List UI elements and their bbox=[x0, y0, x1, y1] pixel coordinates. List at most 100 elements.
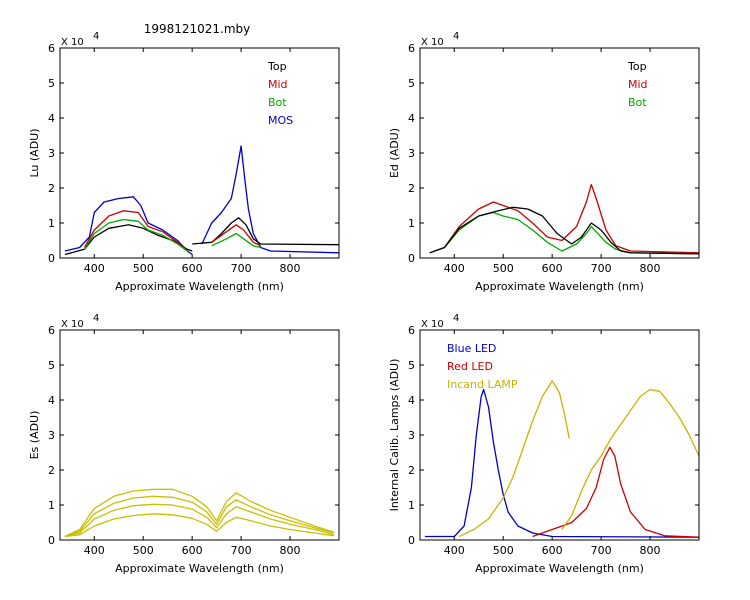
legend-entry: Top bbox=[627, 60, 647, 73]
legend-entry: Top bbox=[267, 60, 287, 73]
series-line-es-4 bbox=[64, 488, 335, 538]
legend-entry: Bot bbox=[628, 96, 647, 109]
axis-multiplier: X 10 bbox=[61, 319, 84, 330]
series-line-es-1 bbox=[64, 513, 335, 538]
x-tick-label: 400 bbox=[84, 544, 105, 557]
chart-cal: 400 500 600 700 800 0 1 2 3 4 5 6 Approximate Wavele… bbox=[388, 313, 700, 575]
axis-multiplier-exponent: 4 bbox=[453, 313, 459, 324]
series-line-top bbox=[429, 206, 700, 255]
series-line-mos-a bbox=[64, 196, 193, 256]
series-line-mid bbox=[429, 183, 700, 254]
x-tick-label: 700 bbox=[591, 544, 612, 557]
y-tick-label: 3 bbox=[408, 147, 415, 160]
axis-multiplier: X 10 bbox=[421, 319, 444, 330]
x-tick-label: 700 bbox=[231, 544, 252, 557]
y-tick-label: 5 bbox=[48, 359, 55, 372]
series-group bbox=[429, 183, 700, 255]
x-tick-label: 600 bbox=[542, 544, 563, 557]
x-tick-label: 400 bbox=[444, 544, 465, 557]
axis-multiplier-exponent: 4 bbox=[453, 31, 459, 42]
y-tick-label: 5 bbox=[408, 77, 415, 90]
series-line-mid-b bbox=[211, 224, 261, 247]
chart-lu: 400 500 600 700 800 0 1 2 3 4 5 6 Approximate Wavele… bbox=[28, 31, 340, 293]
legend-entry: MOS bbox=[268, 114, 293, 127]
y-tick-label: 2 bbox=[48, 182, 55, 195]
y-tick-label: 4 bbox=[48, 112, 55, 125]
x-tick-label: 500 bbox=[133, 544, 154, 557]
y-axis-label: Es (ADU) bbox=[28, 411, 41, 460]
x-tick-label: 800 bbox=[280, 262, 301, 275]
x-tick-label: 600 bbox=[542, 262, 563, 275]
x-tick-label: 700 bbox=[591, 262, 612, 275]
legend-entry: Red LED bbox=[447, 360, 493, 373]
series-line-mos-b bbox=[201, 145, 340, 254]
y-axis-label: Lu (ADU) bbox=[28, 128, 41, 177]
series-line-incand-a bbox=[458, 380, 570, 538]
plot-frame bbox=[59, 47, 340, 259]
x-axis-label: Approximate Wavelength (nm) bbox=[115, 562, 284, 575]
series-line-blue-led bbox=[424, 388, 700, 538]
y-tick-label: 4 bbox=[408, 112, 415, 125]
y-tick-label: 2 bbox=[408, 182, 415, 195]
legend-entry: Blue LED bbox=[447, 342, 496, 355]
y-tick-label: 1 bbox=[408, 217, 415, 230]
chart-ed: 400 500 600 700 800 0 1 2 3 4 5 6 Approximate Wavele… bbox=[388, 31, 700, 293]
y-tick-label: 0 bbox=[408, 534, 415, 547]
y-axis-label: Internal Calib. Lamps (ADU) bbox=[388, 359, 401, 512]
y-tick-label: 1 bbox=[408, 499, 415, 512]
x-tick-label: 600 bbox=[182, 544, 203, 557]
series-line-es-3 bbox=[64, 495, 335, 538]
legend-entry: Incand LAMP bbox=[447, 378, 518, 391]
legend-entry: Mid bbox=[268, 78, 288, 91]
x-tick-label: 400 bbox=[444, 262, 465, 275]
series-group bbox=[64, 488, 335, 538]
legend-entry: Bot bbox=[268, 96, 287, 109]
y-tick-label: 2 bbox=[408, 464, 415, 477]
y-tick-label: 4 bbox=[408, 394, 415, 407]
legend-entry: Mid bbox=[628, 78, 648, 91]
series-line-incand-b bbox=[561, 388, 700, 530]
x-tick-label: 800 bbox=[640, 262, 661, 275]
x-axis-label: Approximate Wavelength (nm) bbox=[475, 280, 644, 293]
figure-title: 1998121021.mby bbox=[144, 22, 251, 36]
y-tick-label: 6 bbox=[408, 324, 415, 337]
y-tick-label: 3 bbox=[408, 429, 415, 442]
y-tick-label: 2 bbox=[48, 464, 55, 477]
series-group bbox=[64, 145, 340, 256]
y-tick-label: 3 bbox=[48, 147, 55, 160]
x-tick-label: 500 bbox=[133, 262, 154, 275]
series-group bbox=[424, 380, 700, 538]
x-tick-label: 500 bbox=[493, 544, 514, 557]
series-line-bot bbox=[429, 211, 700, 255]
x-tick-label: 800 bbox=[280, 544, 301, 557]
y-tick-label: 6 bbox=[408, 42, 415, 55]
y-tick-label: 4 bbox=[48, 394, 55, 407]
series-line-es-2 bbox=[64, 503, 335, 538]
axis-multiplier: X 10 bbox=[61, 37, 84, 48]
y-tick-label: 0 bbox=[408, 252, 415, 265]
series-line-bot-b bbox=[211, 232, 261, 249]
x-axis-label: Approximate Wavelength (nm) bbox=[115, 280, 284, 293]
series-line-mid-a bbox=[83, 210, 188, 252]
x-tick-label: 500 bbox=[493, 262, 514, 275]
y-tick-label: 0 bbox=[48, 252, 55, 265]
x-tick-label: 700 bbox=[231, 262, 252, 275]
y-tick-label: 6 bbox=[48, 324, 55, 337]
x-tick-label: 400 bbox=[84, 262, 105, 275]
chart-es: 400 500 600 700 800 0 1 2 3 4 5 6 Approximate Wavele… bbox=[28, 313, 340, 575]
y-tick-label: 6 bbox=[48, 42, 55, 55]
y-tick-label: 5 bbox=[48, 77, 55, 90]
series-line-bot-a bbox=[83, 218, 188, 252]
x-axis-label: Approximate Wavelength (nm) bbox=[475, 562, 644, 575]
y-axis-label: Ed (ADU) bbox=[388, 128, 401, 178]
y-tick-label: 5 bbox=[408, 359, 415, 372]
y-tick-label: 1 bbox=[48, 217, 55, 230]
y-tick-label: 3 bbox=[48, 429, 55, 442]
x-tick-label: 800 bbox=[640, 544, 661, 557]
axis-multiplier-exponent: 4 bbox=[93, 31, 99, 42]
x-tick-label: 600 bbox=[182, 262, 203, 275]
y-tick-label: 0 bbox=[48, 534, 55, 547]
y-tick-label: 1 bbox=[48, 499, 55, 512]
plot-frame bbox=[59, 329, 340, 541]
